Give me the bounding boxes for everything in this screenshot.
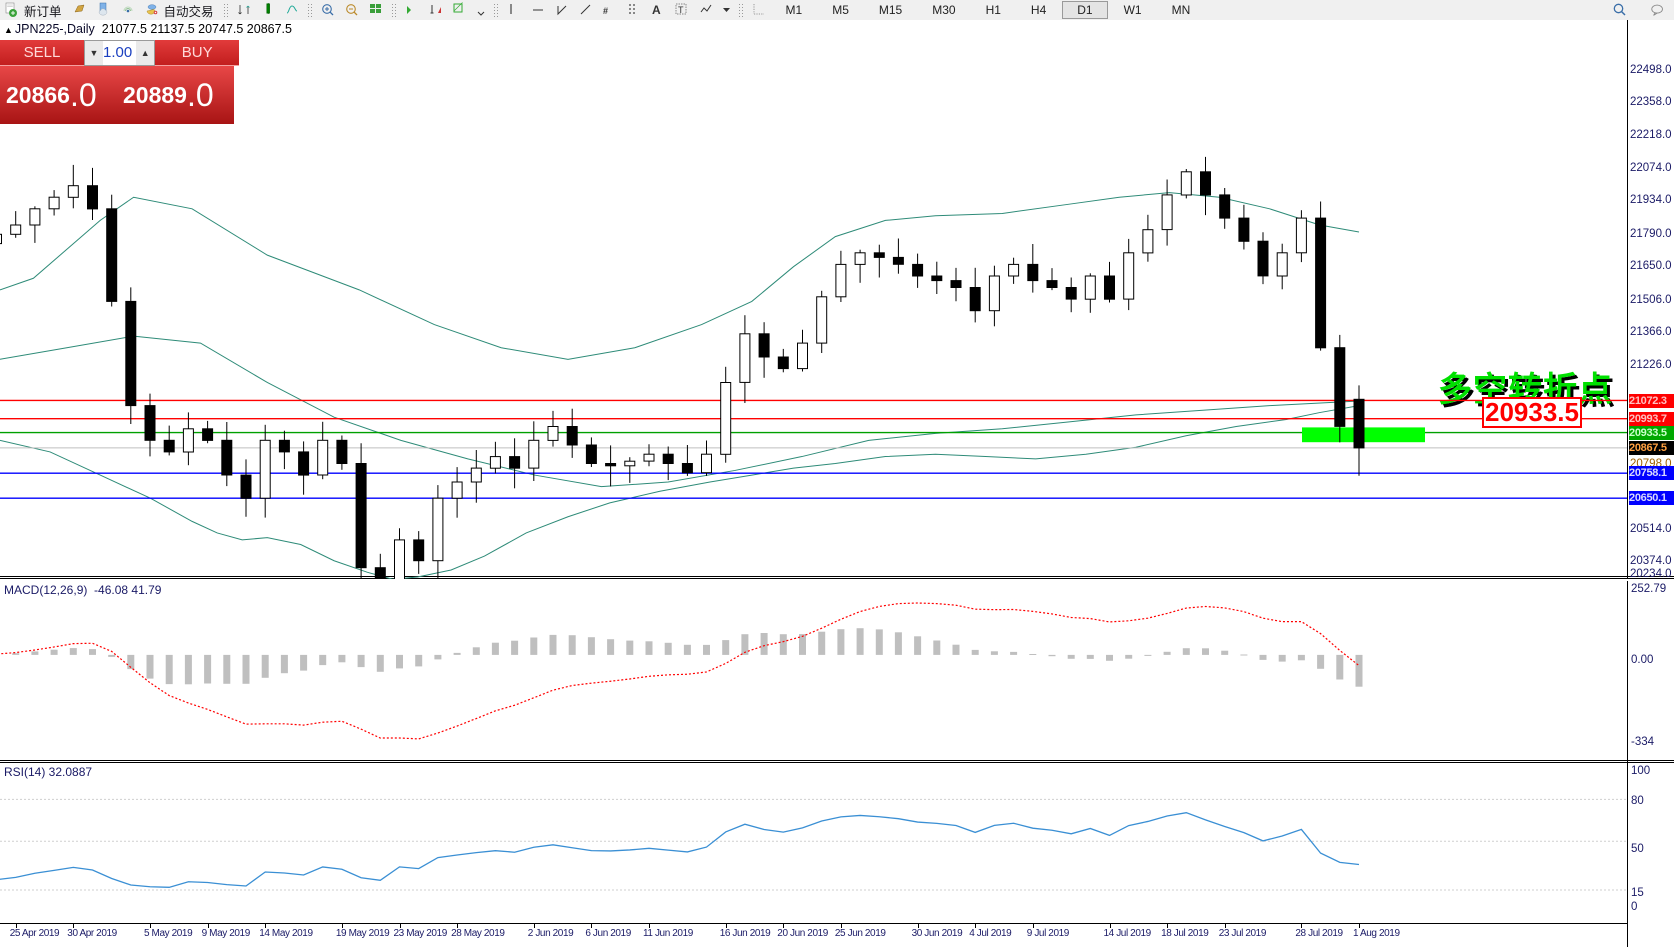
- svg-text:A: A: [652, 3, 661, 17]
- svg-text:#: #: [603, 6, 608, 16]
- svg-text:T: T: [678, 5, 684, 15]
